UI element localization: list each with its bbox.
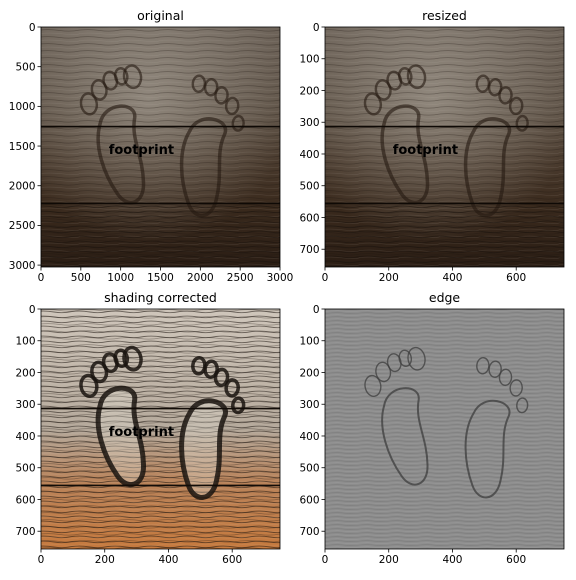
x-tick-label: 2500 xyxy=(227,272,254,284)
axes-frame xyxy=(324,26,565,268)
y-tick-label: 1500 xyxy=(9,141,36,153)
panel-title: original xyxy=(137,8,184,23)
y-tick-label: 200 xyxy=(299,367,319,379)
panel-image xyxy=(325,309,564,549)
y-tick-label: 600 xyxy=(299,494,319,506)
y-tick-label: 1000 xyxy=(9,101,36,113)
y-tick-label: 700 xyxy=(299,526,319,538)
watermark-text: footprint xyxy=(393,143,458,158)
x-tick-label: 1500 xyxy=(147,272,174,284)
y-tick-label: 400 xyxy=(299,431,319,443)
x-tick-label: 500 xyxy=(71,272,91,284)
y-tick-label: 100 xyxy=(15,336,35,348)
y-tick-label: 200 xyxy=(299,85,319,97)
y-tick-label: 600 xyxy=(299,212,319,224)
y-tick-label: 500 xyxy=(299,463,319,475)
y-tick-label: 700 xyxy=(15,526,35,538)
y-tick-label: 3000 xyxy=(9,260,36,272)
x-tick-label: 200 xyxy=(379,272,399,284)
y-tick-label: 100 xyxy=(299,54,319,66)
y-tick-label: 700 xyxy=(299,244,319,256)
panel-title: resized xyxy=(422,8,467,23)
y-tick-label: 0 xyxy=(29,304,36,316)
x-tick-label: 400 xyxy=(158,554,178,566)
footprint-shape xyxy=(364,346,429,486)
x-tick-label: 200 xyxy=(95,554,115,566)
panel-image: footprint xyxy=(41,309,280,549)
watermark-text: footprint xyxy=(109,425,174,440)
footprint-shape xyxy=(463,74,529,218)
y-tick-label: 300 xyxy=(299,117,319,129)
y-tick-label: 600 xyxy=(15,494,35,506)
axes-frame xyxy=(40,308,281,550)
x-tick-label: 0 xyxy=(322,554,329,566)
footprint-shape xyxy=(179,355,246,500)
footprint-shape xyxy=(79,345,146,488)
panel-image: footprint xyxy=(41,27,280,267)
footprint-shape xyxy=(79,64,146,205)
panel-title: shading corrected xyxy=(104,290,217,305)
y-tick-label: 2500 xyxy=(9,220,36,232)
axes-frame xyxy=(324,308,565,550)
footprint-shape xyxy=(464,357,529,499)
y-tick-label: 500 xyxy=(15,463,35,475)
x-tick-label: 0 xyxy=(322,272,329,284)
y-tick-label: 0 xyxy=(313,304,320,316)
y-tick-label: 2000 xyxy=(9,181,36,193)
footprint-shape xyxy=(179,74,245,218)
x-tick-label: 600 xyxy=(506,554,526,566)
panel-shading: shading corrected footprint 0 200 400 600 0 100… xyxy=(15,290,281,566)
y-tick-label: 400 xyxy=(299,149,319,161)
y-tick-label: 500 xyxy=(15,61,35,73)
panel-original: original footprint 0 500 1000 1500 2000 2500 300… xyxy=(9,8,294,284)
panel-title: edge xyxy=(429,290,461,305)
x-tick-label: 3000 xyxy=(267,272,294,284)
x-tick-label: 1000 xyxy=(107,272,134,284)
x-tick-label: 400 xyxy=(442,272,462,284)
panel-image: footprint xyxy=(325,27,564,267)
footprint-shape xyxy=(363,64,430,205)
y-tick-label: 0 xyxy=(313,22,320,34)
x-tick-label: 200 xyxy=(379,554,399,566)
watermark-text: footprint xyxy=(109,143,174,158)
y-tick-label: 200 xyxy=(15,367,35,379)
x-tick-label: 600 xyxy=(222,554,242,566)
y-tick-label: 400 xyxy=(15,431,35,443)
x-tick-label: 2000 xyxy=(187,272,214,284)
x-tick-label: 400 xyxy=(442,554,462,566)
y-tick-label: 100 xyxy=(299,336,319,348)
panel-resized: resized footprint 0 200 400 600 0 100 200 300 400 5… xyxy=(299,8,565,284)
x-tick-label: 0 xyxy=(38,554,45,566)
x-tick-label: 600 xyxy=(506,272,526,284)
y-tick-label: 300 xyxy=(15,399,35,411)
y-tick-label: 300 xyxy=(299,399,319,411)
y-tick-label: 0 xyxy=(29,22,36,34)
panel-edge: edge 0 200 400 600 0 100 200 300 400 500 600 700 xyxy=(299,290,565,566)
x-tick-label: 0 xyxy=(38,272,45,284)
y-tick-label: 500 xyxy=(299,181,319,193)
